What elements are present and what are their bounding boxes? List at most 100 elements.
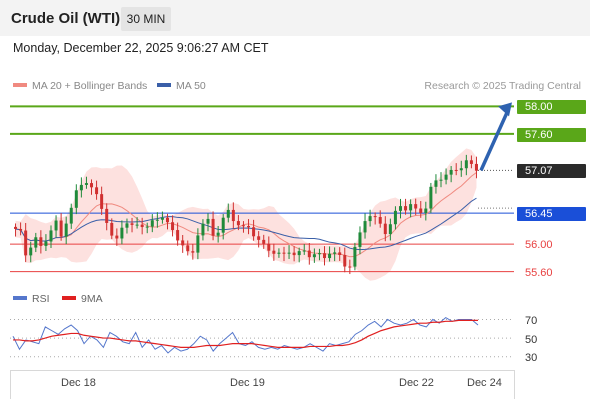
candle-body [95, 187, 99, 195]
candle-body [343, 254, 347, 267]
level-lines [10, 105, 514, 273]
candle-body [74, 190, 78, 208]
legend-rsi: RSI [13, 293, 50, 305]
rsi-tick-70: 70 [525, 315, 538, 327]
bollinger-band-fill [15, 148, 477, 281]
candle-body [328, 253, 332, 259]
candle-body [64, 223, 68, 237]
target-arrow-shaft [479, 109, 510, 172]
candle-body [120, 227, 124, 239]
date-label-dec24: Dec 24 [467, 377, 502, 389]
candle-body [272, 250, 276, 254]
legend-swatch-ma50 [157, 83, 171, 88]
candle-body [186, 245, 190, 252]
candle-body [125, 223, 129, 228]
target-arrow-head [498, 102, 512, 117]
legend-ma50: MA 50 [157, 80, 206, 92]
legend-label-9ma: 9MA [81, 293, 103, 305]
timeframe-button[interactable]: 30 MIN [121, 7, 171, 31]
candle-body [201, 223, 205, 236]
candle-body [79, 184, 83, 191]
legend-9ma: 9MA [62, 293, 103, 305]
candle-body [252, 227, 256, 237]
candle-body [292, 252, 296, 256]
candle-body [287, 252, 291, 254]
candle-body [105, 208, 109, 223]
candle-body [130, 223, 134, 225]
level-label-55-60: 55.60 [525, 267, 553, 279]
target-arrow [479, 102, 512, 172]
candle-body [211, 218, 215, 236]
candle-body [358, 232, 362, 247]
bollinger-band [15, 148, 477, 281]
candle-body [115, 235, 119, 239]
candle-body [459, 168, 463, 171]
candle-body [469, 160, 473, 164]
candle-body [181, 240, 185, 246]
candle-body [196, 235, 200, 253]
candle-body [206, 218, 210, 224]
ma50-line [15, 197, 477, 251]
candle-body [231, 209, 235, 222]
candle-body [155, 219, 159, 221]
candle-body [378, 217, 382, 224]
legend-label-ma50: MA 50 [176, 80, 206, 92]
candle-body [474, 163, 478, 171]
level-badge-56-45: 56.45 [517, 207, 586, 221]
rsi-tick-30: 30 [525, 352, 538, 364]
current-price-badge: 57.07 [517, 164, 586, 178]
candle-body [262, 239, 266, 244]
candle-body [388, 224, 392, 235]
candle-body [29, 247, 33, 256]
candle-body [267, 243, 271, 251]
candle-body [14, 226, 18, 229]
candle-body [44, 241, 48, 246]
date-label-dec18: Dec 18 [61, 377, 96, 389]
candle-body [333, 252, 337, 254]
candle-body [302, 250, 306, 252]
level-badge-58-00: 58.00 [517, 100, 586, 114]
legend-label-rsi: RSI [32, 293, 50, 305]
candle-body [135, 224, 139, 226]
candle-body [434, 180, 438, 187]
candle-body [39, 237, 43, 246]
candle-body [454, 169, 458, 171]
candle-body [348, 266, 352, 268]
candle-body [393, 210, 397, 225]
candle-body [150, 220, 154, 227]
candle-body [216, 232, 220, 236]
candle-body [236, 221, 240, 226]
candle-body [257, 236, 261, 240]
candle-body [241, 225, 245, 227]
candle-body [353, 246, 357, 267]
candle-body [424, 208, 428, 213]
moving-averages [15, 172, 477, 258]
legend-swatch-9ma [62, 296, 76, 301]
candle-body [165, 217, 169, 223]
candle-body [247, 226, 251, 228]
candle-body [140, 224, 144, 228]
rsi-9ma-line [13, 319, 478, 348]
candle-body [49, 230, 53, 242]
candle-body [226, 209, 230, 218]
ma20-line [15, 172, 477, 258]
candle-body [176, 230, 180, 241]
candle-body [84, 183, 88, 185]
candle-body [323, 253, 327, 259]
candle-body [429, 186, 433, 209]
candle-body [297, 251, 301, 256]
candle-body [464, 160, 468, 169]
date-label-dec19: Dec 19 [230, 377, 265, 389]
candle-body [449, 169, 453, 175]
candle-body [54, 220, 58, 231]
candle-body [19, 228, 23, 231]
candle-body [312, 254, 316, 258]
credit-text: Research © 2025 Trading Central [424, 80, 581, 92]
candle-body [363, 221, 367, 233]
candle-body [59, 220, 63, 237]
candlesticks [14, 154, 478, 275]
candle-body [69, 207, 73, 224]
legend-swatch-ma20 [13, 83, 27, 88]
legend-label-ma20: MA 20 + Bollinger Bands [32, 80, 148, 92]
